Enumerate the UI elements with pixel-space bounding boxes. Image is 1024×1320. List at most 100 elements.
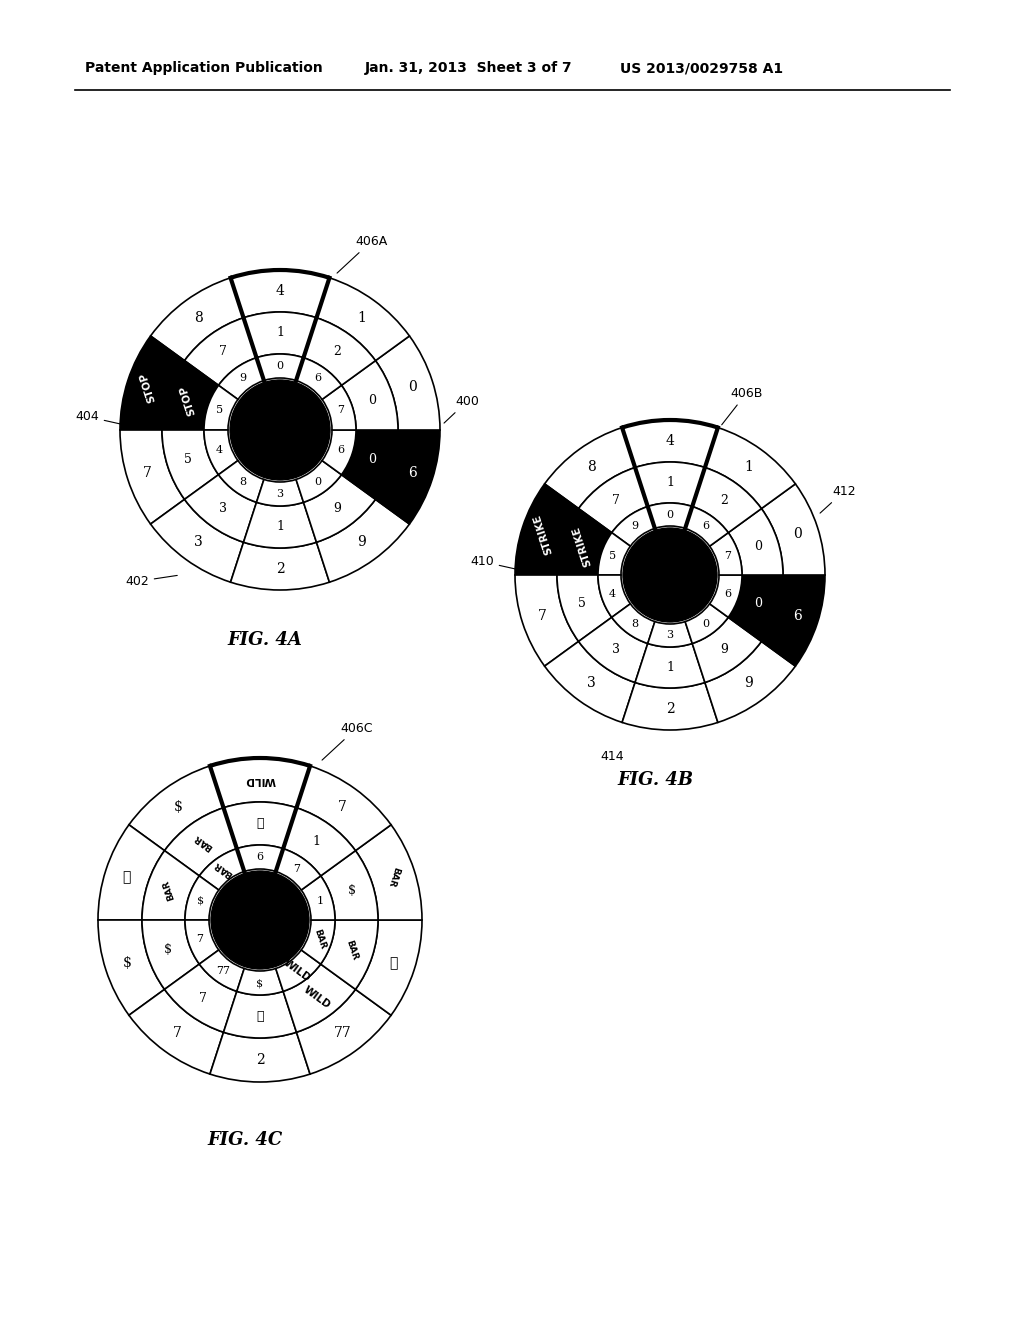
Wedge shape: [284, 808, 355, 876]
Wedge shape: [204, 385, 238, 430]
Wedge shape: [635, 643, 705, 688]
Wedge shape: [611, 603, 655, 643]
Text: FIG. 4B: FIG. 4B: [616, 771, 693, 789]
Text: 9: 9: [631, 521, 638, 531]
Wedge shape: [257, 354, 303, 380]
Text: 7: 7: [197, 935, 204, 945]
Text: 406A: 406A: [337, 235, 387, 273]
Wedge shape: [223, 991, 297, 1038]
Text: 1: 1: [666, 477, 674, 488]
Text: BAR: BAR: [161, 879, 176, 902]
Text: 3: 3: [611, 643, 620, 656]
Wedge shape: [184, 475, 257, 543]
Wedge shape: [635, 462, 705, 507]
Wedge shape: [204, 430, 238, 475]
Wedge shape: [142, 920, 200, 990]
Wedge shape: [301, 876, 335, 920]
Wedge shape: [557, 576, 611, 642]
Text: FIG. 4A: FIG. 4A: [227, 631, 302, 649]
Text: 400: 400: [444, 395, 479, 424]
Text: $: $: [197, 895, 204, 906]
Text: 402: 402: [125, 576, 177, 587]
Wedge shape: [545, 428, 635, 508]
Wedge shape: [200, 950, 245, 991]
Text: 0: 0: [702, 619, 710, 628]
Text: 5: 5: [579, 597, 586, 610]
Text: BAR: BAR: [212, 859, 234, 879]
Wedge shape: [316, 499, 410, 582]
Wedge shape: [120, 337, 184, 430]
Wedge shape: [598, 533, 631, 576]
Text: 9: 9: [357, 536, 366, 549]
Wedge shape: [165, 808, 237, 876]
Text: 7: 7: [338, 800, 347, 813]
Wedge shape: [376, 430, 440, 524]
Text: 2: 2: [721, 494, 728, 507]
Wedge shape: [257, 479, 303, 506]
Text: 1: 1: [357, 310, 367, 325]
Text: $: $: [256, 978, 263, 987]
Wedge shape: [705, 642, 796, 722]
Wedge shape: [648, 622, 692, 647]
Text: WILD: WILD: [245, 775, 275, 785]
Wedge shape: [296, 358, 341, 400]
Text: 1: 1: [276, 326, 284, 339]
Text: 7: 7: [173, 1026, 182, 1040]
Wedge shape: [762, 576, 825, 667]
Text: 3: 3: [276, 488, 284, 499]
Wedge shape: [341, 360, 398, 430]
Text: 0: 0: [314, 477, 322, 487]
Text: ☆: ☆: [256, 817, 264, 830]
Text: WILD: WILD: [282, 958, 312, 983]
Text: 8: 8: [194, 310, 203, 325]
Text: FIG. 4C: FIG. 4C: [208, 1131, 283, 1148]
Text: ☆: ☆: [389, 956, 397, 970]
Wedge shape: [316, 277, 410, 360]
Text: 2: 2: [256, 1053, 264, 1067]
Wedge shape: [120, 430, 184, 524]
Text: 7: 7: [539, 610, 547, 623]
Wedge shape: [355, 920, 422, 1015]
Text: 3: 3: [194, 536, 203, 549]
Text: 7: 7: [611, 494, 620, 507]
Wedge shape: [376, 337, 440, 430]
Text: 9: 9: [333, 502, 341, 515]
Text: STOP: STOP: [138, 371, 158, 404]
Wedge shape: [611, 507, 655, 546]
Wedge shape: [323, 385, 356, 430]
Text: 8: 8: [631, 619, 638, 628]
Text: 9: 9: [744, 676, 753, 690]
Text: 6: 6: [793, 610, 802, 623]
Text: Patent Application Publication: Patent Application Publication: [85, 61, 323, 75]
Wedge shape: [762, 484, 825, 576]
Text: 5: 5: [609, 552, 616, 561]
Text: 0: 0: [793, 527, 802, 541]
Wedge shape: [210, 1032, 310, 1082]
Wedge shape: [557, 508, 611, 576]
Text: 3: 3: [219, 502, 227, 515]
Text: 412: 412: [820, 484, 856, 513]
Wedge shape: [244, 503, 316, 548]
Text: 6: 6: [314, 374, 322, 383]
Wedge shape: [692, 467, 762, 533]
Wedge shape: [623, 682, 718, 730]
Wedge shape: [244, 312, 316, 358]
Wedge shape: [623, 420, 718, 467]
Wedge shape: [355, 825, 422, 920]
Circle shape: [623, 528, 717, 622]
Text: BAR: BAR: [386, 866, 400, 888]
Wedge shape: [297, 990, 391, 1074]
Wedge shape: [728, 576, 783, 642]
Text: 2: 2: [666, 702, 675, 715]
Text: 6: 6: [724, 589, 731, 599]
Wedge shape: [685, 507, 728, 546]
Wedge shape: [165, 964, 237, 1032]
Wedge shape: [321, 850, 378, 920]
Wedge shape: [710, 576, 742, 618]
Text: 1: 1: [312, 836, 321, 849]
Wedge shape: [515, 484, 579, 576]
Text: 406B: 406B: [722, 387, 763, 425]
Text: 0: 0: [754, 597, 762, 610]
Wedge shape: [151, 499, 244, 582]
Text: 7: 7: [724, 552, 731, 561]
